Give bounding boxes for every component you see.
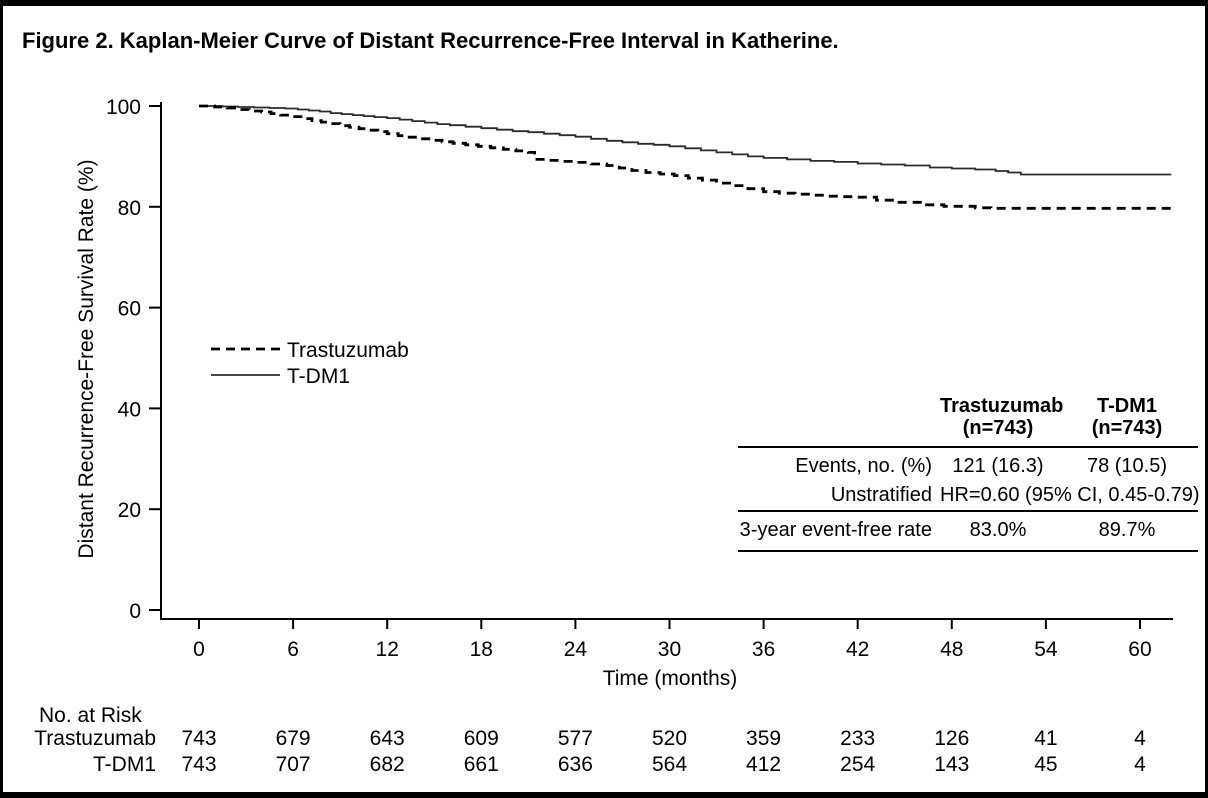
- y-tick-label: 80: [118, 197, 141, 220]
- inset-row-events: Events, no. (%) 121 (16.3) 78 (10.5): [738, 447, 1198, 481]
- risk-table-title: No. at Risk: [39, 704, 142, 727]
- risk-count: 743: [181, 727, 217, 750]
- risk-count: 4: [1134, 727, 1146, 750]
- inset-row-3yr-rate-label: 3-year event-free rate: [739, 519, 932, 541]
- inset-header-empty: [738, 395, 940, 447]
- inset-header-trastuzumab-name: Trastuzumab: [940, 395, 1064, 417]
- risk-count: 126: [934, 727, 970, 750]
- survival-curves: [199, 104, 1172, 210]
- inset-header-tdm1-n: (n=743): [1091, 417, 1163, 439]
- x-tick-label: 6: [287, 638, 299, 661]
- risk-count: 412: [746, 753, 782, 776]
- risk-count: 743: [181, 753, 217, 776]
- risk-count: 682: [369, 753, 405, 776]
- y-tick-label: 40: [118, 398, 141, 421]
- x-tick-label: 30: [658, 638, 681, 661]
- risk-count: 636: [557, 753, 593, 776]
- risk-count: 359: [746, 727, 782, 750]
- inset-row-unstratified-label: Unstratified: [830, 484, 932, 506]
- x-tick-label: 54: [1034, 638, 1058, 661]
- x-axis-ticks: 0 6 12 18 24 30 36 42 48 54 60: [193, 619, 1152, 661]
- chart-legend: Trastuzumab T-DM1: [211, 339, 409, 388]
- risk-count: 707: [275, 753, 311, 776]
- trastuzumab-curve: [199, 104, 1172, 210]
- inset-row-events-label: Events, no. (%): [795, 455, 932, 477]
- risk-count: 143: [934, 753, 970, 776]
- risk-count: 661: [463, 753, 499, 776]
- risk-count: 577: [557, 727, 593, 750]
- axes: 0 20 40 60 80 100 0 6 12 18 24 30 36 42 48 54 60 Distan…: [75, 96, 1173, 690]
- risk-count: 643: [369, 727, 405, 750]
- figure-title: Figure 2. Kaplan-Meier Curve of Distant …: [22, 28, 839, 53]
- y-axis-ticks: 0 20 40 60 80 100: [106, 96, 161, 623]
- risk-count: 609: [463, 727, 499, 750]
- tdm1-curve: [199, 105, 1172, 176]
- risk-count: 254: [840, 753, 876, 776]
- risk-row-label-tdm1: T-DM1: [93, 753, 156, 776]
- risk-count: 41: [1034, 727, 1058, 750]
- x-tick-label: 42: [846, 638, 869, 661]
- risk-count: 679: [275, 727, 311, 750]
- y-tick-label: 60: [118, 298, 141, 321]
- inset-3yr-tdm1: 89.7%: [1098, 519, 1156, 541]
- risk-count: 564: [651, 753, 688, 776]
- x-tick-label: 24: [564, 638, 588, 661]
- inset-header-row: Trastuzumab (n=743) T-DM1 (n=743): [738, 395, 1198, 447]
- risk-count: 233: [840, 727, 876, 750]
- x-tick-label: 48: [940, 638, 963, 661]
- risk-count: 4: [1134, 753, 1146, 776]
- risk-count: 520: [651, 727, 688, 750]
- inset-header-tdm1-name: T-DM1: [1097, 395, 1157, 417]
- legend-label-tdm1: T-DM1: [287, 365, 350, 388]
- y-tick-label: 0: [129, 600, 141, 623]
- inset-events-tdm1: 78 (10.5): [1086, 455, 1168, 477]
- x-axis-title: Time (months): [603, 667, 738, 690]
- km-chart: 0 20 40 60 80 100 0 6 12 18 24 30 36 42 48 54 60 Distan…: [75, 96, 1173, 690]
- inset-row-3yr-rate: 3-year event-free rate 83.0% 89.7%: [738, 511, 1198, 551]
- inset-hazard-ratio: HR=0.60 (95% CI, 0.45-0.79): [940, 484, 1200, 506]
- legend-label-trastuzumab: Trastuzumab: [287, 339, 409, 362]
- risk-row-label-trastuzumab: Trastuzumab: [34, 727, 156, 750]
- inset-3yr-trastuzumab: 83.0%: [969, 519, 1027, 541]
- x-tick-label: 60: [1128, 638, 1151, 661]
- x-tick-label: 18: [470, 638, 493, 661]
- risk-count: 45: [1034, 753, 1058, 776]
- x-tick-label: 12: [376, 638, 399, 661]
- inset-header-tdm1: T-DM1 (n=743): [1056, 395, 1198, 447]
- y-axis-title: Distant Recurrence-Free Survival Rate (%…: [75, 159, 98, 558]
- x-tick-label: 36: [752, 638, 775, 661]
- inset-events-trastuzumab: 121 (16.3): [952, 455, 1044, 477]
- inset-stats-table: Trastuzumab (n=743) T-DM1 (n=743) Events…: [738, 395, 1200, 552]
- inset-header-trastuzumab: Trastuzumab (n=743): [940, 395, 1063, 447]
- y-tick-label: 100: [106, 96, 141, 119]
- inset-row-unstratified: Unstratified HR=0.60 (95% CI, 0.45-0.79): [738, 481, 1200, 511]
- inset-header-trastuzumab-n: (n=743): [962, 417, 1034, 439]
- y-tick-label: 20: [118, 499, 141, 522]
- x-tick-label: 0: [193, 638, 205, 661]
